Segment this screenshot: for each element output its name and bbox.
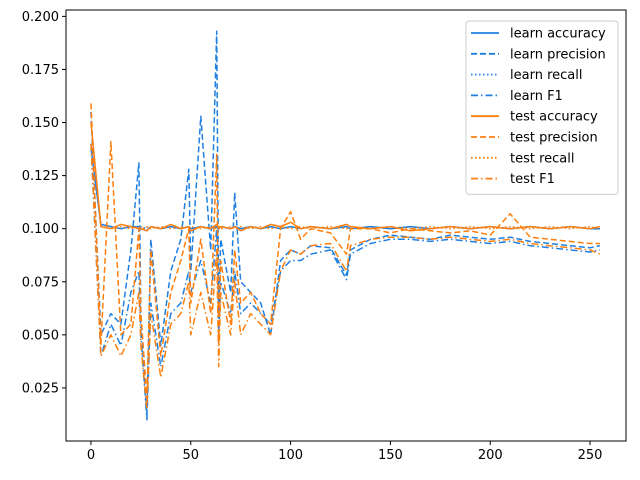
x-tick-label: 200: [478, 448, 503, 463]
x-tick-label: 150: [378, 448, 403, 463]
legend-label-2: learn recall: [510, 68, 582, 83]
legend: learn accuracy learn precision learn recal…: [465, 20, 619, 195]
legend-label-5: test precision: [510, 131, 598, 146]
x-tick-label: 50: [183, 448, 200, 463]
x-tick-label: 0: [87, 448, 95, 463]
legend-label-1: learn precision: [510, 47, 606, 62]
legend-box: [465, 20, 619, 195]
legend-label-7: test F1: [510, 172, 555, 187]
y-tick-label: 0.100: [22, 222, 59, 237]
series-line-7: [90, 143, 601, 410]
x-tick-label: 250: [578, 448, 603, 463]
y-tick-label: 0.200: [22, 10, 59, 25]
y-tick-label: 0.050: [22, 328, 59, 343]
series-layer: [90, 30, 601, 421]
y-axis: 0.025 0.050 0.075 0.100 0.125 0.150 0.175 0.200: [22, 10, 66, 396]
y-tick-label: 0.025: [22, 381, 59, 396]
x-axis: 0 50 100 150 200 250: [87, 441, 603, 463]
legend-label-6: test recall: [510, 151, 575, 166]
series-line-3: [90, 143, 601, 421]
series-line-4: [90, 122, 601, 232]
plot-area: 0 50 100 150 200 250 0.025 0.050 0.075 0.100 0.12…: [22, 9, 627, 463]
y-tick-label: 0.125: [22, 169, 59, 184]
y-tick-label: 0.175: [22, 63, 59, 78]
legend-label-3: learn F1: [510, 89, 563, 104]
legend-label-0: learn accuracy: [510, 27, 606, 42]
y-tick-label: 0.150: [22, 116, 59, 131]
y-tick-label: 0.075: [22, 275, 59, 290]
x-tick-label: 100: [278, 448, 303, 463]
axes-frame: [65, 9, 627, 442]
series-line-5: [90, 103, 600, 400]
legend-label-4: test accuracy: [510, 110, 598, 125]
